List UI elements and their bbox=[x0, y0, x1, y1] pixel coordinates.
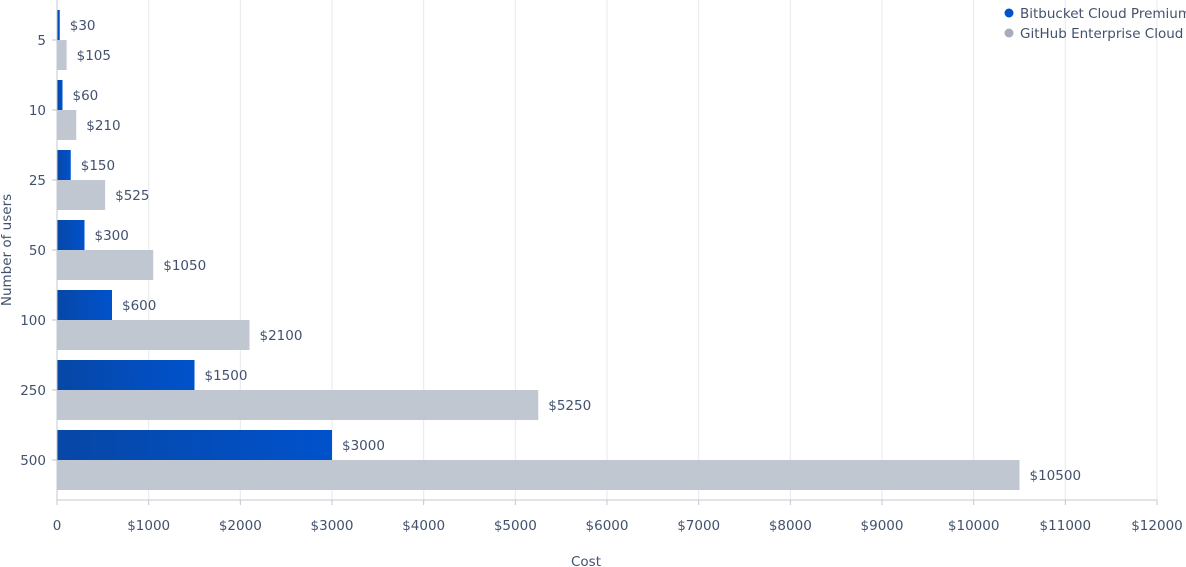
data-label: $600 bbox=[122, 298, 156, 314]
data-label: $105 bbox=[77, 48, 111, 64]
x-tick-label: $8000 bbox=[769, 518, 812, 534]
bar-github bbox=[57, 390, 539, 420]
y-tick-label: 5 bbox=[37, 33, 46, 49]
y-axis-title: Number of users bbox=[0, 194, 15, 306]
data-label: $525 bbox=[115, 188, 149, 204]
x-tick-label: $10000 bbox=[948, 518, 1000, 534]
data-label: $3000 bbox=[342, 438, 385, 454]
legend-marker bbox=[1004, 28, 1014, 38]
y-tick-label: 500 bbox=[20, 453, 46, 469]
bar-github bbox=[57, 110, 77, 140]
x-tick-label: $5000 bbox=[494, 518, 537, 534]
bar-bitbucket bbox=[57, 80, 63, 110]
bar-github bbox=[57, 460, 1020, 490]
data-label: $300 bbox=[95, 228, 129, 244]
data-labels: $30 $105 $60 $210 $150$525 $300 $1050 $600 $2100… bbox=[70, 18, 1081, 484]
bar-github bbox=[57, 320, 250, 350]
bars bbox=[57, 10, 1020, 490]
legend-label: Bitbucket Cloud Premium bbox=[1020, 6, 1186, 22]
x-tick-label: $12000 bbox=[1131, 518, 1183, 534]
x-tick-label: $3000 bbox=[311, 518, 354, 534]
x-tick-label: $1000 bbox=[127, 518, 170, 534]
data-label: $30 bbox=[70, 18, 96, 34]
y-tick-label: 25 bbox=[29, 173, 46, 189]
bar-github bbox=[57, 250, 154, 280]
legend-label: GitHub Enterprise Cloud bbox=[1020, 26, 1183, 42]
gridlines bbox=[56, 0, 1158, 500]
bar-bitbucket bbox=[57, 430, 332, 460]
x-tick-label: $11000 bbox=[1040, 518, 1092, 534]
x-tick-label: $2000 bbox=[219, 518, 262, 534]
bar-bitbucket bbox=[57, 10, 60, 40]
y-tick-label: 10 bbox=[29, 103, 46, 119]
x-tick-label: 0 bbox=[53, 518, 62, 534]
bar-bitbucket bbox=[57, 290, 112, 320]
bar-bitbucket bbox=[57, 360, 195, 390]
data-label: $210 bbox=[86, 118, 120, 134]
x-tick-label: $9000 bbox=[861, 518, 904, 534]
data-label: $150 bbox=[81, 158, 115, 174]
x-tick-label: $6000 bbox=[586, 518, 629, 534]
x-axis-title: Cost bbox=[571, 554, 601, 567]
data-label: $60 bbox=[73, 88, 99, 104]
x-tick-label: $4000 bbox=[402, 518, 445, 534]
axes: 0 $1000 $2000 $3000 $4000 $5000 $6000 $7000 $800… bbox=[20, 0, 1183, 534]
bar-bitbucket bbox=[57, 150, 71, 180]
legend-marker bbox=[1004, 8, 1014, 18]
y-tick-label: 100 bbox=[20, 313, 46, 329]
legend: Bitbucket Cloud Premium GitHub Enterprise… bbox=[1004, 6, 1186, 42]
y-tick-label: 50 bbox=[29, 243, 46, 259]
data-label: $1050 bbox=[163, 258, 206, 274]
bar-github bbox=[57, 180, 106, 210]
data-label: $1500 bbox=[205, 368, 248, 384]
x-tick-label: $7000 bbox=[677, 518, 720, 534]
y-tick-label: 250 bbox=[20, 383, 46, 399]
bar-bitbucket bbox=[57, 220, 85, 250]
bar-github bbox=[57, 40, 67, 70]
data-label: $5250 bbox=[548, 398, 591, 414]
data-label: $2100 bbox=[260, 328, 303, 344]
data-label: $10500 bbox=[1030, 468, 1082, 484]
